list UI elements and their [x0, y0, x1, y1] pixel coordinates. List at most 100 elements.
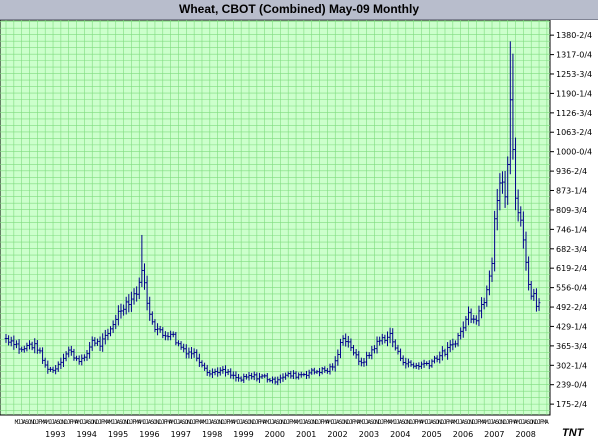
month-tick-label: M — [77, 419, 81, 426]
ohlc-bar — [524, 231, 528, 271]
ohlc-bar — [380, 333, 384, 345]
ohlc-bar — [158, 325, 162, 333]
ohlc-bar — [127, 294, 131, 313]
plot-area — [0, 20, 551, 416]
ohlc-bar — [284, 372, 287, 380]
ohlc-bar — [375, 336, 379, 354]
ohlc-bar — [64, 351, 68, 362]
month-tick-label: D — [252, 419, 256, 426]
month-tick-label: J — [237, 419, 241, 426]
ohlc-bar — [268, 378, 272, 383]
ohlc-bar — [106, 328, 110, 341]
month-tick-label: J — [111, 419, 115, 426]
ohlc-bar — [493, 210, 496, 272]
year-label: 1997 — [171, 430, 191, 439]
y-tick-label: 175-2/4 — [556, 400, 587, 409]
ohlc-bar — [187, 347, 191, 359]
month-tick-label: J — [161, 419, 165, 426]
ohlc-bar — [433, 355, 436, 364]
ohlc-bar — [495, 188, 499, 231]
ohlc-bar — [130, 291, 133, 312]
month-tick-label: A — [242, 419, 246, 426]
ohlc-bar — [28, 340, 31, 350]
ohlc-bar — [72, 348, 76, 361]
month-tick-label: J — [365, 419, 369, 426]
ohlc-bar — [213, 368, 217, 376]
month-tick-label: M — [103, 419, 107, 426]
ohlc-bar — [438, 351, 442, 364]
month-tick-label: D — [96, 419, 100, 426]
ohlc-bar — [12, 335, 16, 350]
month-tick-label: A — [294, 419, 298, 426]
ohlc-bar — [80, 354, 84, 366]
month-tick-label: J — [20, 419, 24, 426]
year-label: 2002 — [327, 430, 347, 439]
ohlc-bar — [511, 53, 515, 160]
y-tick-label: 1380-2/4 — [556, 31, 592, 40]
month-tick-label: S — [370, 419, 374, 426]
month-tick-label: N — [62, 419, 66, 426]
ohlc-bar — [17, 339, 21, 354]
month-tick-label: F — [226, 419, 230, 426]
month-tick-label: D — [284, 419, 288, 426]
ohlc-bar — [422, 359, 426, 368]
ohlc-bar — [318, 368, 321, 377]
y-tick-label: 936-2/4 — [556, 167, 587, 176]
year-label: 2001 — [296, 430, 316, 439]
month-tick-label: O — [467, 419, 471, 426]
month-tick-label: J — [396, 419, 400, 426]
ohlc-bar — [326, 368, 329, 374]
ohlc-bar — [88, 341, 91, 359]
y-tick-label: 429-1/4 — [556, 322, 587, 331]
ohlc-bar — [386, 331, 389, 347]
ohlc-bar — [537, 298, 541, 311]
month-tick-label: J — [224, 419, 228, 426]
month-tick-label: F — [540, 419, 544, 426]
month-tick-label: S — [182, 419, 186, 426]
ohlc-bar — [488, 270, 491, 296]
ohlc-bar — [428, 360, 431, 370]
month-tick-label: S — [495, 419, 499, 426]
month-tick-label: A — [326, 419, 330, 426]
ohlc-bar — [519, 206, 523, 227]
month-tick-label: J — [51, 419, 55, 426]
ohlc-bar — [70, 345, 73, 356]
month-tick-label: F — [101, 419, 105, 426]
ohlc-bar — [15, 340, 18, 349]
month-tick-label: M — [448, 419, 452, 426]
ohlc-bar — [388, 327, 392, 344]
ohlc-bar — [114, 314, 118, 330]
month-tick-label: J — [443, 419, 447, 426]
ohlc-bar — [226, 368, 230, 376]
ohlc-bar — [77, 355, 81, 365]
ohlc-bar — [75, 355, 78, 361]
month-tick-label: N — [218, 419, 222, 426]
month-tick-label: J — [349, 419, 353, 426]
ohlc-bar — [373, 345, 376, 354]
month-tick-label: F — [477, 419, 481, 426]
month-tick-label: M — [391, 419, 395, 426]
ohlc-bar — [362, 358, 366, 367]
month-tick-label: M — [360, 419, 364, 426]
ohlc-bar — [67, 346, 71, 358]
ohlc-bar — [506, 156, 509, 205]
ohlc-bar — [195, 349, 199, 362]
ohlc-bar — [490, 257, 494, 282]
ohlc-bar — [30, 341, 34, 351]
ohlc-bar — [250, 372, 253, 380]
ohlc-bar — [399, 348, 402, 362]
month-tick-label: M — [511, 419, 515, 426]
year-label: 2004 — [390, 430, 410, 439]
month-tick-label: J — [114, 419, 118, 426]
y-tick-label: 682-3/4 — [556, 245, 587, 254]
ohlc-bar — [414, 362, 418, 369]
month-tick-label: M — [135, 419, 139, 426]
month-tick-label: M — [234, 419, 238, 426]
ohlc-bar — [46, 360, 50, 374]
year-label: 2005 — [421, 430, 441, 439]
month-tick-label: A — [336, 419, 340, 426]
y-tick-label: 492-2/4 — [556, 303, 587, 312]
month-tick-label: N — [438, 419, 442, 426]
month-tick-label: M — [297, 419, 301, 426]
ohlc-bar — [323, 366, 327, 373]
